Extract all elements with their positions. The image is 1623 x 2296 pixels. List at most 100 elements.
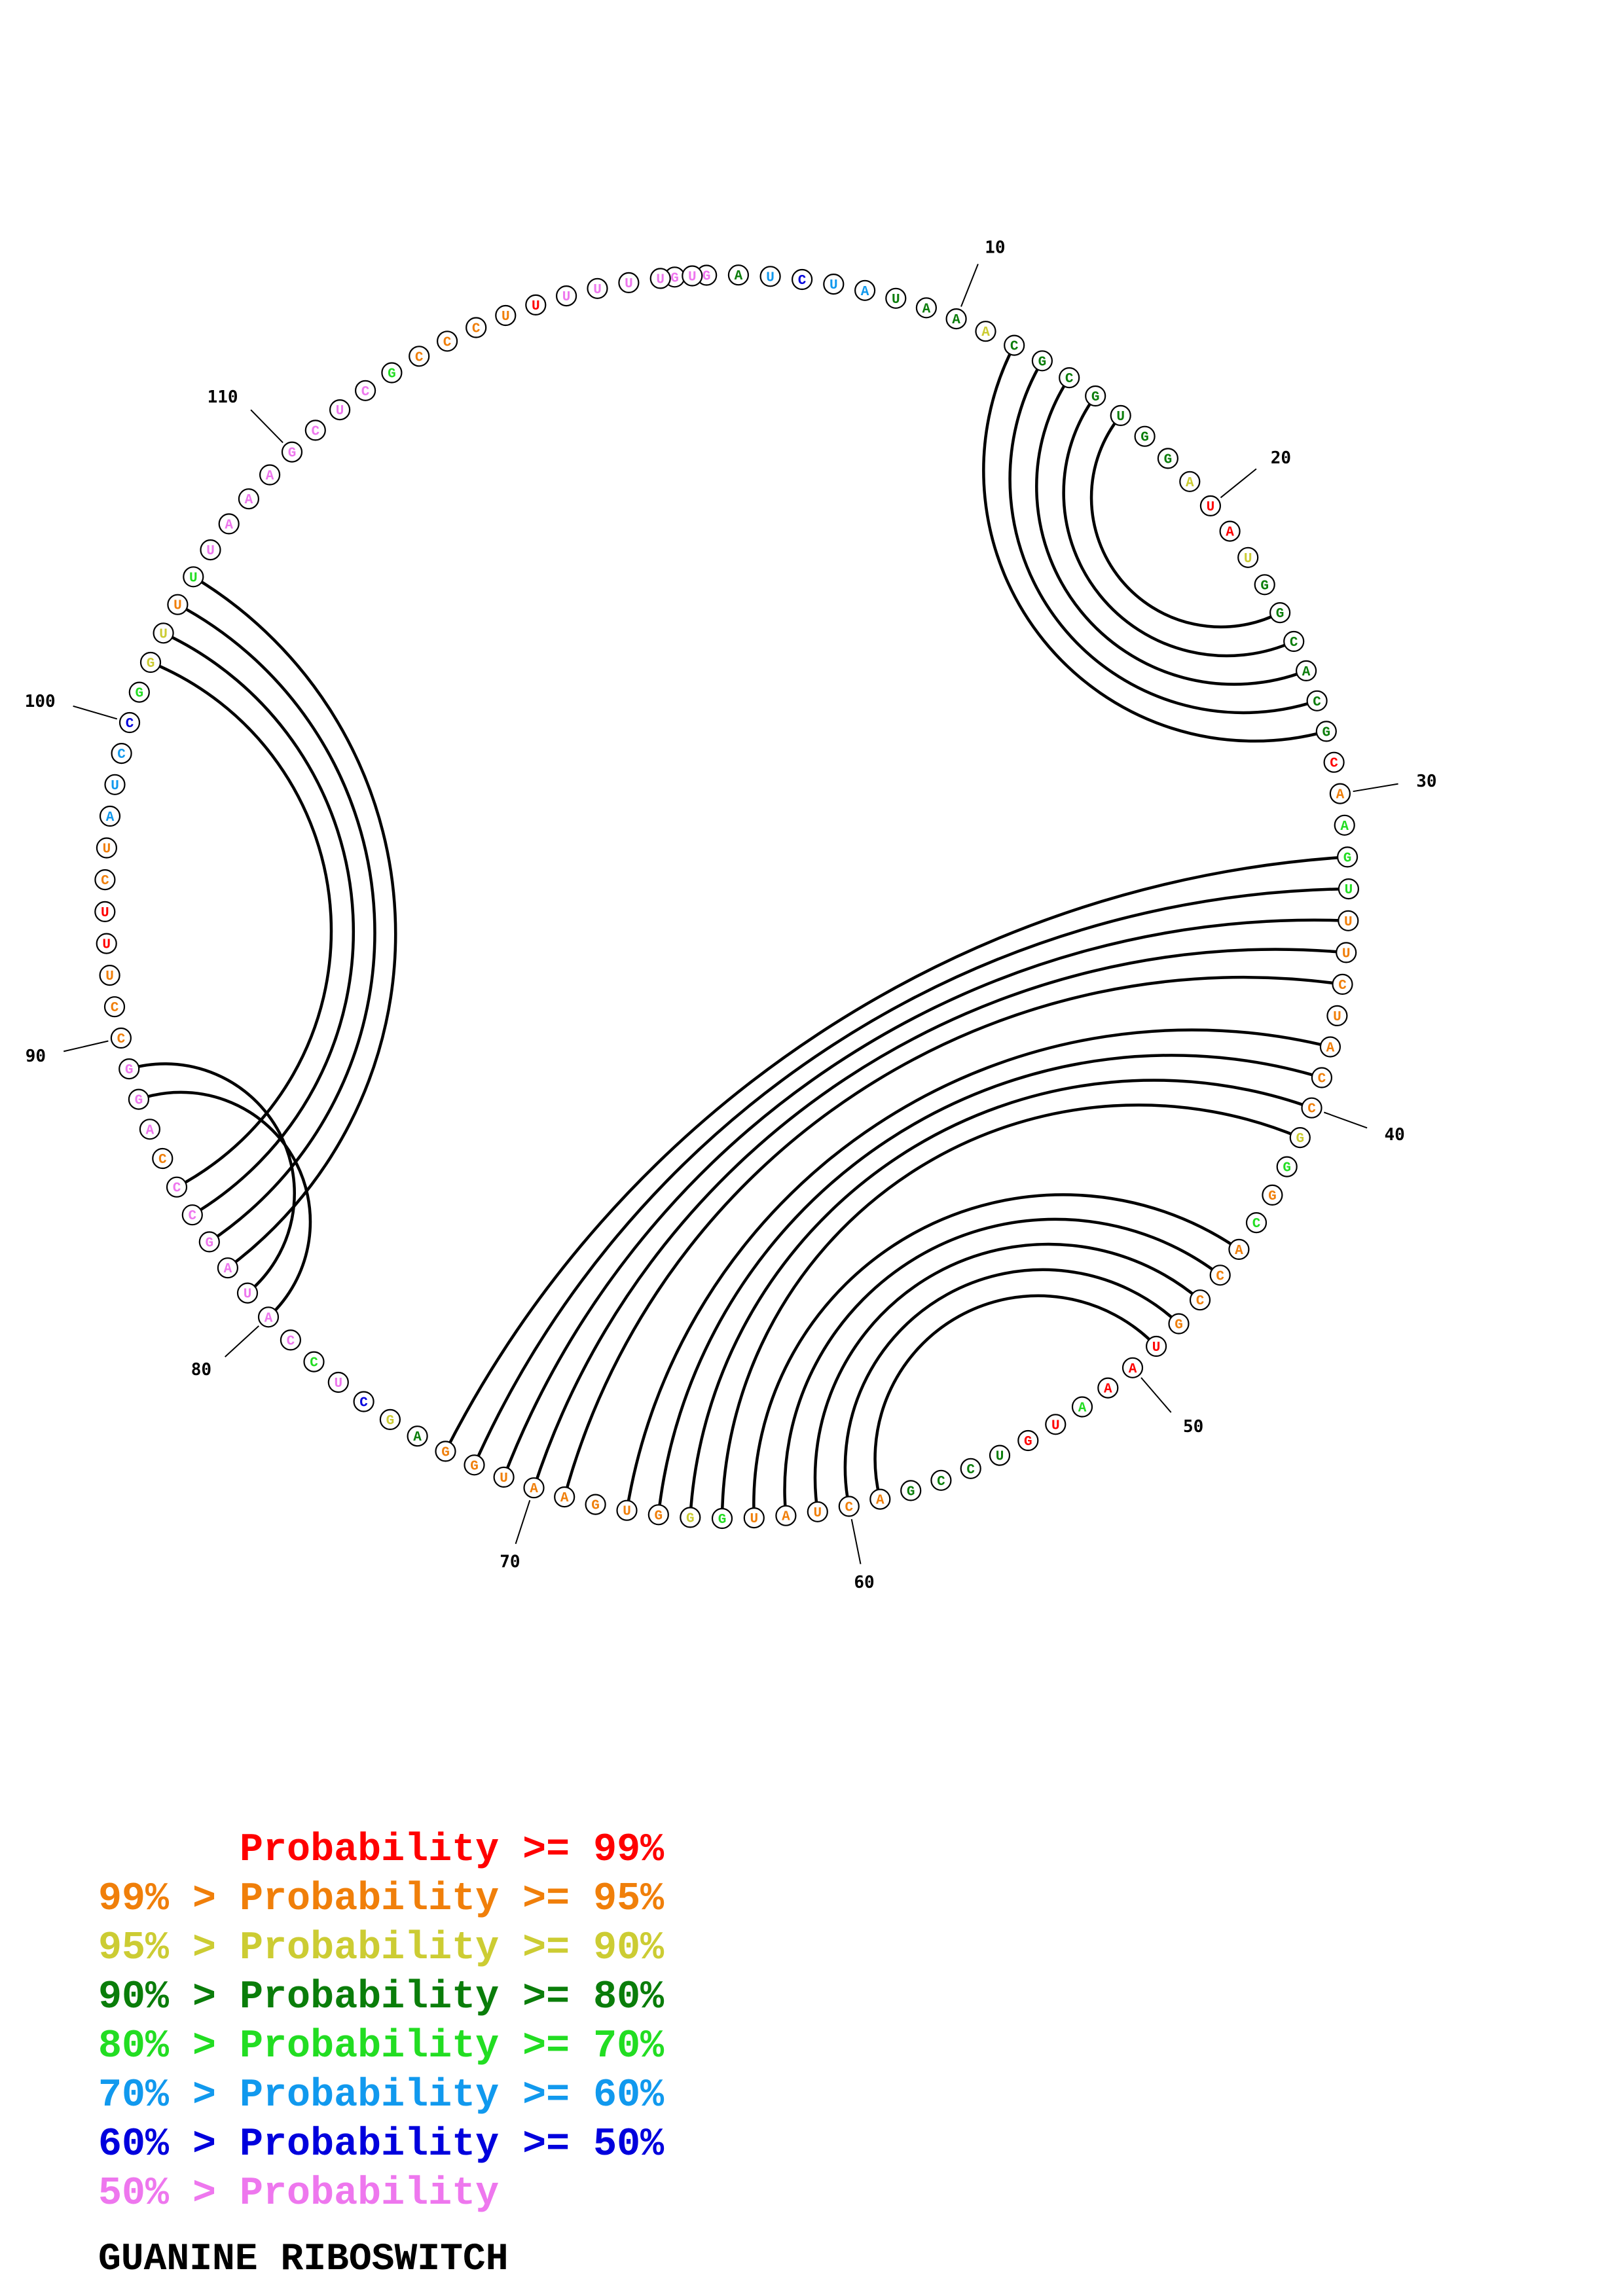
nucleotide-circle	[647, 1504, 669, 1526]
nucleotide-circle	[435, 1441, 456, 1462]
nucleotide-letter: G	[1024, 1435, 1032, 1450]
nucleotide-circle	[303, 1351, 325, 1372]
nucleotide-circle	[1311, 1067, 1333, 1088]
nucleotide-19: A	[1179, 471, 1201, 492]
nucleotide-letter: C	[1313, 695, 1321, 710]
nucleotide-5: C	[791, 268, 813, 291]
nucleotide-17: G	[1134, 425, 1156, 447]
nucleotide-circle	[1245, 1211, 1267, 1234]
nucleotide-circle	[409, 346, 430, 367]
nucleotide-106: U	[200, 539, 221, 561]
nucleotide-letter: U	[750, 1512, 758, 1527]
base-pair-arc-16-24	[1089, 414, 1281, 629]
nucleotide-circle	[153, 622, 174, 644]
position-tick-40	[1323, 1111, 1368, 1129]
base-pair-arc-82-105	[192, 575, 397, 1270]
nucleotide-circle	[618, 272, 640, 293]
nucleotide-circle	[218, 513, 240, 535]
legend-row-5: 80% > Probability >= 70%	[98, 2022, 664, 2072]
nucleotide-letter: U	[334, 1376, 342, 1391]
nucleotide-letter: A	[224, 1262, 232, 1277]
nucleotide-letter: G	[388, 367, 396, 382]
nucleotide-circle	[1168, 1313, 1190, 1335]
nucleotide-letter: C	[443, 335, 452, 350]
nucleotide-letter: C	[101, 874, 109, 889]
nucleotide-circle	[381, 362, 403, 384]
nucleotide-66: G	[647, 1504, 669, 1526]
position-tick-20	[1220, 468, 1257, 499]
nucleotide-7: A	[854, 279, 876, 301]
base-pair-arc-34-71	[502, 918, 1349, 1478]
nucleotide-21: A	[1219, 520, 1241, 542]
nucleotide-circle	[1031, 350, 1053, 372]
nucleotide-letter: C	[1216, 1269, 1224, 1284]
position-ticks: 10 20 30 40 50 60 70 80 90 100 110	[25, 238, 1437, 1592]
nucleotide-letter: A	[264, 1311, 273, 1326]
nucleotide-circle	[110, 1027, 132, 1049]
legend-prefix: 99% >	[98, 1877, 240, 1922]
nucleotide-letter: U	[105, 969, 114, 984]
nucleotide-letter: G	[470, 1459, 479, 1474]
legend-row-2: 99% > Probability >= 95%	[98, 1875, 664, 1924]
nucleotide-letter: G	[441, 1445, 450, 1460]
nucleotide-circle	[1199, 495, 1222, 517]
position-tick-100	[73, 705, 118, 720]
legend-prefix: 60% >	[98, 2123, 240, 2167]
nucleotide-circle	[1332, 973, 1353, 996]
nucleotide-letter: G	[1283, 1161, 1291, 1176]
nucleotide-circle	[869, 1488, 891, 1510]
nucleotide-circle	[1269, 601, 1291, 624]
nucleotide-letter: U	[1152, 1340, 1161, 1355]
position-label-50: 50	[1183, 1417, 1203, 1437]
legend-row-4: 90% > Probability >= 80%	[98, 1973, 664, 2022]
nucleotide-circle	[1157, 448, 1179, 469]
nucleotide-circle	[1071, 1396, 1093, 1418]
legend-label: Probability	[240, 2024, 500, 2069]
nucleotide-letter: C	[1252, 1217, 1261, 1232]
nucleotide-letter: A	[1235, 1244, 1243, 1259]
nucleotide-letter: C	[359, 1396, 368, 1411]
nucleotide-circle	[99, 964, 120, 986]
legend-row-8: 50% > Probability	[98, 2170, 664, 2219]
nucleotide-73: G	[435, 1441, 456, 1462]
nucleotide-circle	[1045, 1414, 1067, 1435]
nucleotide-circle	[111, 742, 132, 764]
nucleotide-circle	[1326, 1005, 1348, 1027]
nucleotide-70: A	[523, 1477, 545, 1499]
nucleotide-circle	[181, 1204, 203, 1226]
nucleotide-36: C	[1332, 973, 1353, 996]
nucleotide-93: U	[96, 933, 117, 954]
nucleotide-68: G	[585, 1494, 606, 1515]
nucleotide-43: G	[1262, 1184, 1283, 1206]
legend-threshold: >= 99%	[499, 1828, 665, 1873]
base-pair-arc-41-64	[720, 1103, 1301, 1519]
nucleotide-circle	[1017, 1429, 1039, 1452]
legend-label: Probability	[240, 2172, 500, 2216]
nucleotide-56: C	[960, 1458, 981, 1479]
nucleotide-circle	[649, 268, 671, 289]
nucleotide-letter: G	[386, 1414, 395, 1429]
nucleotide-letter: U	[593, 283, 602, 298]
nucleotide-letter: G	[670, 271, 679, 286]
nucleotide-circle	[1301, 1097, 1322, 1119]
nucleotide-51: A	[1097, 1377, 1119, 1399]
nucleotide-32: G	[1337, 846, 1359, 868]
nucleotide-letter: G	[686, 1511, 695, 1526]
nucleotide-29: C	[1323, 751, 1345, 773]
nucleotide-122: U	[618, 272, 640, 293]
position-label-80: 80	[191, 1360, 211, 1380]
position-tick-10	[960, 264, 979, 307]
nucleotide-circle	[854, 279, 876, 301]
nucleotide-letter: G	[907, 1484, 915, 1499]
nucleotide-circle	[1085, 385, 1106, 407]
legend-threshold: >= 95%	[499, 1877, 665, 1922]
nucleotide-circle	[238, 488, 259, 510]
nucleotide-letter: A	[1129, 1362, 1137, 1377]
nucleotide-63: U	[743, 1507, 765, 1529]
nucleotide-11: A	[975, 321, 996, 342]
legend-prefix	[98, 1828, 240, 1873]
nucleotide-letter: G	[1140, 431, 1149, 446]
nucleotide-circle	[1338, 878, 1359, 900]
nucleotide-circle	[198, 1231, 220, 1253]
nucleotide-letter: U	[1207, 500, 1215, 515]
